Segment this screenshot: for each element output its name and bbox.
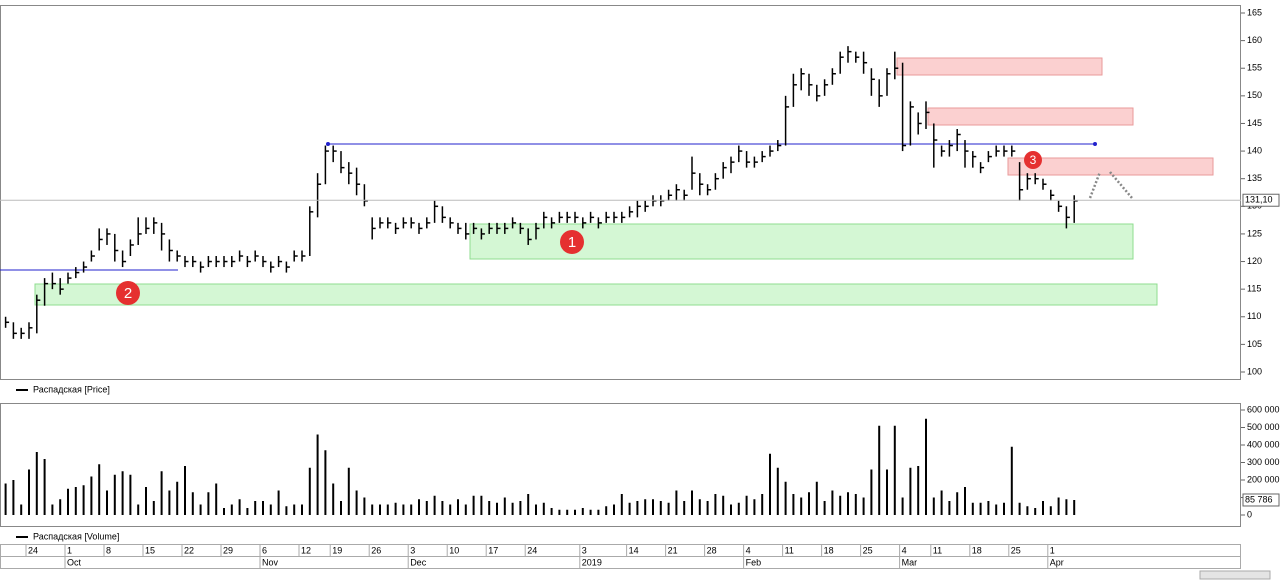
- marker: [560, 230, 584, 254]
- date-label: 25: [863, 545, 873, 555]
- y-tick-label: 125: [1247, 228, 1262, 238]
- last-value-label: 131,10: [1245, 195, 1273, 205]
- y-tick-label: 135: [1247, 173, 1262, 183]
- y-tick-label: 155: [1247, 63, 1262, 73]
- date-label: 11: [933, 545, 942, 555]
- y-tick-label: 150: [1247, 90, 1262, 100]
- date-label: 4: [746, 545, 751, 555]
- date-label: 12: [301, 545, 311, 555]
- y-tick-label: 0: [1247, 509, 1252, 519]
- y-tick-label: 600 000: [1247, 404, 1280, 414]
- date-label: 1: [1050, 545, 1055, 555]
- y-tick-label: 110: [1247, 311, 1261, 321]
- y-tick-label: 300 000: [1247, 457, 1280, 467]
- legend-label: Распадская [Price]: [33, 384, 110, 394]
- y-tick-label: 145: [1247, 118, 1262, 128]
- month-label: Apr: [1050, 557, 1064, 567]
- y-tick-label: 140: [1247, 145, 1262, 155]
- date-label: 11: [785, 545, 794, 555]
- date-label: 21: [668, 545, 678, 555]
- volume-panel: [0, 403, 1241, 527]
- marker-label: 3: [1030, 153, 1037, 167]
- date-label: 6: [262, 545, 267, 555]
- y-tick-label: 200 000: [1247, 474, 1280, 484]
- resistance-zone: [1007, 157, 1214, 176]
- y-tick-label: 500 000: [1247, 422, 1280, 432]
- resistance-zone: [896, 57, 1103, 76]
- bars: [4, 46, 1078, 339]
- line-handle: [326, 142, 330, 146]
- y-tick-label: 165: [1247, 7, 1262, 17]
- date-label: 24: [527, 545, 537, 555]
- date-label: 19: [332, 545, 342, 555]
- marker-label: 1: [568, 234, 576, 251]
- resistance-zone: [927, 107, 1134, 126]
- date-label: 18: [824, 545, 834, 555]
- legend-label: Распадская [Volume]: [33, 531, 119, 541]
- month-label: Dec: [410, 557, 427, 567]
- date-label: 28: [707, 545, 717, 555]
- y-tick-label: 400 000: [1247, 439, 1280, 449]
- last-value-label: 85 786: [1245, 494, 1273, 504]
- date-label: 3: [582, 545, 587, 555]
- marker-label: 2: [124, 285, 132, 302]
- marker: [116, 281, 140, 305]
- last-value-box: [1242, 493, 1280, 507]
- support-zone: [34, 283, 1158, 306]
- date-label: 29: [223, 545, 233, 555]
- date-label: 26: [371, 545, 381, 555]
- month-label: Nov: [262, 557, 279, 567]
- y-tick-label: 105: [1247, 339, 1262, 349]
- forecast-arrow: [1088, 171, 1133, 199]
- date-label: 1: [67, 545, 72, 555]
- month-label: Oct: [67, 557, 82, 567]
- y-tick-label: 115: [1247, 284, 1261, 294]
- marker: [1024, 151, 1042, 169]
- date-label: 10: [449, 545, 459, 555]
- month-label: 2019: [582, 557, 602, 567]
- date-label: 4: [902, 545, 907, 555]
- date-label: 8: [106, 545, 111, 555]
- scrollbar[interactable]: [1199, 570, 1271, 580]
- date-label: 22: [184, 545, 194, 555]
- date-label: 14: [629, 545, 639, 555]
- y-tick-label: 120: [1247, 256, 1262, 266]
- date-label: 18: [972, 545, 982, 555]
- date-label: 24: [28, 545, 38, 555]
- date-label: 15: [145, 545, 155, 555]
- date-label: 3: [410, 545, 415, 555]
- line-handle: [1093, 142, 1097, 146]
- y-tick-label: 160: [1247, 35, 1262, 45]
- y-tick-label: 100: [1247, 366, 1262, 376]
- last-value-box: [1242, 193, 1280, 207]
- month-label: Mar: [902, 557, 918, 567]
- date-label: 25: [1011, 545, 1021, 555]
- date-label: 17: [488, 545, 498, 555]
- month-label: Feb: [746, 557, 762, 567]
